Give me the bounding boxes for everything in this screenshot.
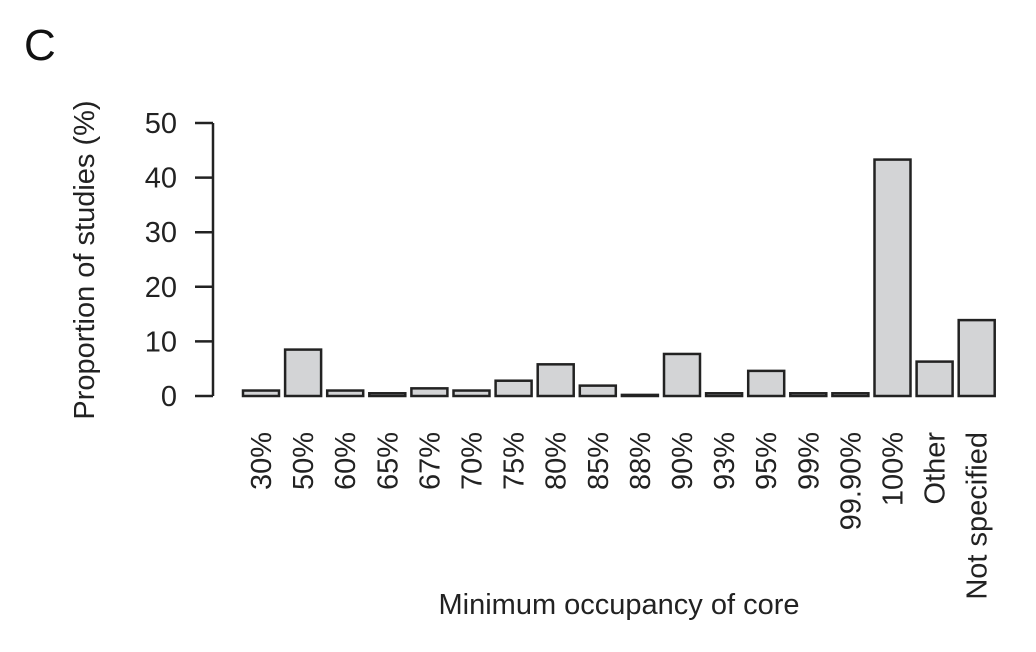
bar: [704, 392, 744, 398]
x-tick-label: 93%: [709, 432, 741, 490]
x-tick-label: 67%: [414, 432, 446, 490]
bar: [578, 384, 618, 398]
x-tick-label: 60%: [330, 432, 362, 490]
bar: [452, 389, 491, 398]
x-tick-label: 75%: [499, 432, 531, 490]
bar: [241, 389, 281, 398]
y-tick-label: 50: [145, 108, 177, 140]
x-tick-label: 99%: [793, 432, 825, 490]
x-tick-label: 95%: [751, 432, 783, 490]
y-tick-label: 30: [145, 217, 177, 249]
x-tick-label: 30%: [246, 432, 278, 490]
x-tick-label: 90%: [667, 432, 699, 490]
bar: [368, 392, 407, 398]
y-tick-label: 20: [145, 272, 177, 304]
bar: [746, 369, 786, 398]
bar: [410, 387, 449, 398]
y-tick-label: 40: [145, 163, 177, 195]
bar: [873, 158, 912, 398]
y-tick-label: 0: [161, 381, 177, 413]
y-axis-title: Proportion of studies (%): [69, 100, 101, 419]
bars: [241, 158, 996, 398]
x-tick-label: Other: [920, 432, 952, 505]
bar: [915, 360, 954, 398]
bar: [620, 393, 660, 398]
x-tick-labels: 30% 50% 60% 65% 67% 70% 75% 80% 85% 88% 90% 93% 95% 9…: [246, 432, 994, 600]
panel-label: C: [24, 21, 56, 70]
bar: [536, 363, 575, 398]
x-tick-label: 85%: [583, 432, 615, 490]
bar: [662, 352, 702, 398]
x-tick-label: 88%: [625, 432, 657, 490]
bar: [831, 392, 870, 398]
x-tick-label: 50%: [288, 432, 320, 490]
x-tick-label: 70%: [457, 432, 489, 490]
x-tick-label: 99.90%: [835, 432, 867, 530]
bar: [494, 379, 533, 398]
bar: [789, 392, 828, 398]
x-tick-label: 65%: [372, 432, 404, 490]
y-tick-label: 10: [145, 326, 177, 358]
bar: [957, 318, 996, 398]
x-tick-label: 80%: [541, 432, 573, 490]
y-axis: 0 10 20 30 40 50: [145, 108, 215, 413]
x-axis-title: Minimum occupancy of core: [438, 589, 799, 621]
x-tick-label: 100%: [878, 432, 910, 506]
x-tick-label: Not specified: [962, 432, 994, 600]
bar: [283, 348, 323, 398]
bar: [325, 389, 365, 398]
